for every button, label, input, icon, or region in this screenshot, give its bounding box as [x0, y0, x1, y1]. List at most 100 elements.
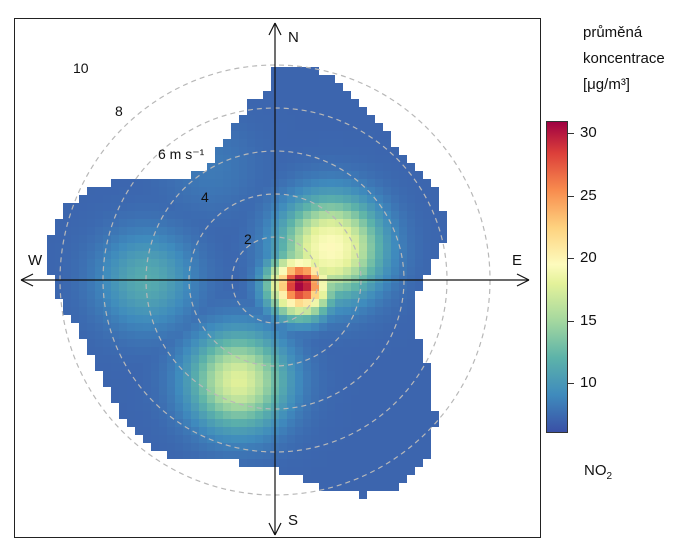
field-cell	[223, 387, 231, 395]
field-cell	[159, 363, 167, 371]
field-cell	[175, 403, 183, 411]
field-cell	[415, 427, 423, 435]
field-cell	[151, 187, 159, 195]
field-cell	[375, 275, 383, 283]
field-cell	[119, 355, 127, 363]
field-cell	[127, 211, 135, 219]
field-cell	[111, 315, 119, 323]
field-cell	[383, 475, 391, 483]
field-cell	[119, 259, 127, 267]
field-cell	[319, 307, 327, 315]
field-cell	[63, 235, 71, 243]
field-cell	[103, 195, 111, 203]
field-cell	[367, 283, 375, 291]
field-cell	[263, 291, 271, 299]
field-cell	[399, 427, 407, 435]
field-cell	[295, 171, 303, 179]
field-cell	[295, 83, 303, 91]
field-cell	[287, 243, 295, 251]
field-cell	[319, 163, 327, 171]
field-cell	[415, 403, 423, 411]
field-cell	[263, 195, 271, 203]
field-cell	[375, 291, 383, 299]
north-arrowhead-left	[268, 22, 276, 36]
field-cell	[223, 235, 231, 243]
field-cell	[111, 219, 119, 227]
field-cell	[247, 227, 255, 235]
field-cell	[415, 379, 423, 387]
field-cell	[303, 91, 311, 99]
field-cell	[63, 275, 71, 283]
field-cell	[143, 331, 151, 339]
field-cell	[367, 411, 375, 419]
field-cell	[391, 291, 399, 299]
field-cell	[311, 291, 319, 299]
field-cell	[151, 283, 159, 291]
field-cell	[375, 459, 383, 467]
field-cell	[303, 451, 311, 459]
field-cell	[239, 363, 247, 371]
field-cell	[63, 267, 71, 275]
field-cell	[295, 371, 303, 379]
field-cell	[63, 211, 71, 219]
field-cell	[95, 307, 103, 315]
field-cell	[135, 315, 143, 323]
field-cell	[279, 171, 287, 179]
field-cell	[415, 179, 423, 187]
field-cell	[263, 211, 271, 219]
field-cell	[119, 235, 127, 243]
field-cell	[359, 475, 367, 483]
field-cell	[247, 299, 255, 307]
field-cell	[343, 91, 351, 99]
field-cell	[247, 187, 255, 195]
field-cell	[319, 251, 327, 259]
field-cell	[327, 291, 335, 299]
field-cell	[279, 179, 287, 187]
field-cell	[391, 419, 399, 427]
field-cell	[359, 299, 367, 307]
field-cell	[295, 115, 303, 123]
field-cell	[351, 347, 359, 355]
field-cell	[311, 275, 319, 283]
field-cell	[319, 371, 327, 379]
field-cell	[335, 467, 343, 475]
field-cell	[407, 403, 415, 411]
field-cell	[183, 363, 191, 371]
field-cell	[247, 339, 255, 347]
field-cell	[223, 347, 231, 355]
field-cell	[127, 299, 135, 307]
field-cell	[143, 283, 151, 291]
field-cell	[279, 83, 287, 91]
field-cell	[311, 387, 319, 395]
field-cell	[311, 379, 319, 387]
field-cell	[439, 235, 447, 243]
field-cell	[391, 339, 399, 347]
field-cell	[63, 307, 71, 315]
field-cell	[103, 355, 111, 363]
field-cell	[103, 203, 111, 211]
field-cell	[239, 243, 247, 251]
field-cell	[159, 243, 167, 251]
field-cell	[239, 427, 247, 435]
field-cell	[383, 291, 391, 299]
field-cell	[215, 451, 223, 459]
field-cell	[287, 459, 295, 467]
field-cell	[239, 219, 247, 227]
field-cell	[183, 387, 191, 395]
field-cell	[103, 259, 111, 267]
field-cell	[295, 179, 303, 187]
field-cell	[183, 211, 191, 219]
field-cell	[359, 427, 367, 435]
field-cell	[199, 363, 207, 371]
field-cell	[303, 187, 311, 195]
field-cell	[103, 267, 111, 275]
field-cell	[327, 275, 335, 283]
field-cell	[255, 267, 263, 275]
field-cell	[239, 339, 247, 347]
field-cell	[423, 451, 431, 459]
field-cell	[407, 283, 415, 291]
field-cell	[311, 307, 319, 315]
field-cell	[415, 227, 423, 235]
field-cell	[215, 179, 223, 187]
field-cell	[159, 411, 167, 419]
